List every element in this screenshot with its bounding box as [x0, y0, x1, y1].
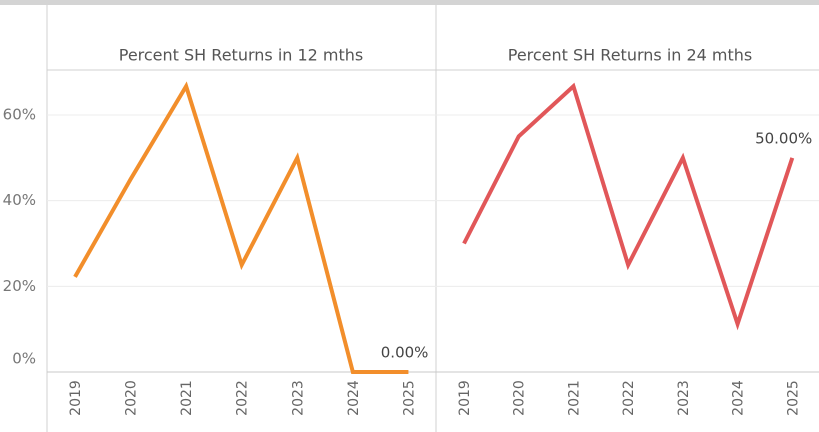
x-tick-label: 2024: [731, 380, 747, 416]
x-tick-label: 2023: [676, 380, 692, 416]
x-tick-label: 2022: [621, 380, 637, 416]
series-line: [462, 82, 795, 331]
y-tick-label: 60%: [3, 105, 36, 123]
data-label: 50.00%: [755, 129, 812, 147]
x-tick-label: 2019: [457, 380, 473, 416]
x-tick-label: 2020: [124, 380, 140, 416]
x-tick-label: 2025: [785, 380, 801, 416]
y-tick-label: 0%: [12, 350, 36, 368]
x-tick-label: 2019: [68, 380, 84, 416]
x-tick-label: 2022: [235, 380, 251, 416]
series-line: [73, 81, 409, 374]
x-tick-label: 2023: [290, 380, 306, 416]
x-tick-label: 2021: [179, 380, 195, 416]
y-tick-label: 20%: [3, 277, 36, 295]
top-bar: [0, 0, 819, 5]
x-tick-label: 2024: [346, 380, 362, 416]
panel-title: Percent SH Returns in 24 mths: [508, 46, 753, 65]
panel-title: Percent SH Returns in 12 mths: [119, 46, 364, 65]
grid: [47, 114, 819, 373]
x-tick-label: 2020: [512, 380, 528, 416]
x-tick-label: 2021: [566, 380, 582, 416]
data-label: 0.00%: [381, 344, 429, 362]
y-tick-label: 40%: [3, 191, 36, 209]
x-tick-label: 2025: [401, 380, 417, 416]
